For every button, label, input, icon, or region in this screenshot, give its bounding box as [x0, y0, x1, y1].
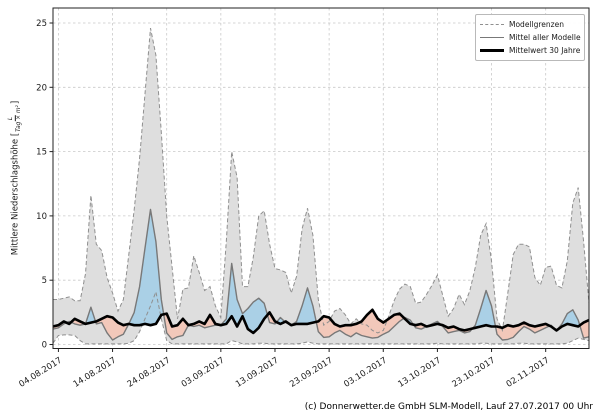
x-tick-label: 02.11.2017 [505, 356, 552, 390]
y-tick-label: 15 [36, 148, 47, 158]
legend-label: Modellgrenzen [509, 20, 564, 29]
x-tick-label: 13.10.2017 [396, 356, 443, 390]
copyright-note: (c) Donnerwetter.de GmbH SLM-Modell, Lau… [304, 402, 593, 412]
legend-label: Mittelwert 30 Jahre [509, 46, 581, 55]
x-tick-label: 23.10.2017 [451, 356, 498, 390]
y-axis-unit-fraction: L Tag × m² [7, 105, 22, 132]
y-tick-label: 25 [36, 19, 47, 29]
y-tick-label: 5 [42, 276, 47, 286]
x-tick-label: 03.10.2017 [342, 356, 389, 390]
above-normal-fill [85, 307, 96, 324]
x-tick-label: 13.09.2017 [234, 356, 281, 390]
y-axis-label-text: Mittlere Niederschlagshöhe [10, 138, 21, 256]
x-tick-label: 04.08.2017 [17, 356, 64, 390]
model-mean-line [53, 208, 589, 341]
y-axis-unit-bracket-open: [ [10, 132, 21, 137]
y-tick-label: 0 [42, 341, 47, 351]
legend-label: Mittel aller Modelle [509, 33, 581, 42]
x-tick-label: 24.08.2017 [126, 356, 173, 390]
below-normal-fill [188, 314, 221, 328]
dashed-line-icon [480, 24, 504, 25]
y-tick-label: 10 [36, 212, 47, 222]
axis-ticks [49, 22, 547, 352]
x-tick-label: 03.09.2017 [180, 356, 227, 390]
legend-item-mittel-aller-modelle: Mittel aller Modelle [480, 31, 581, 44]
y-tick-label: 20 [36, 83, 47, 93]
y-axis-unit-numerator: L [7, 115, 16, 122]
model-range-area [53, 28, 589, 344]
above-normal-fill [472, 290, 496, 329]
x-tick-label: 23.09.2017 [288, 356, 335, 390]
y-axis-unit-bracket-close: ] [10, 100, 21, 105]
gray-line-icon [480, 37, 504, 38]
black-line-icon [480, 49, 504, 52]
y-axis-unit-denominator: Tag × m² [15, 105, 22, 132]
plot-area [53, 28, 589, 345]
climatology-line [53, 308, 589, 335]
x-tick-label: 14.08.2017 [72, 356, 119, 390]
legend-item-modellgrenzen: Modellgrenzen [480, 18, 579, 31]
chart-legend: Modellgrenzen Mittel aller Modelle Mitte… [475, 14, 585, 61]
plot-border [52, 7, 590, 349]
legend-item-mittelwert-30-jahre: Mittelwert 30 Jahre [480, 44, 581, 57]
below-normal-fill [95, 316, 129, 340]
upper-bound-line [53, 28, 589, 334]
